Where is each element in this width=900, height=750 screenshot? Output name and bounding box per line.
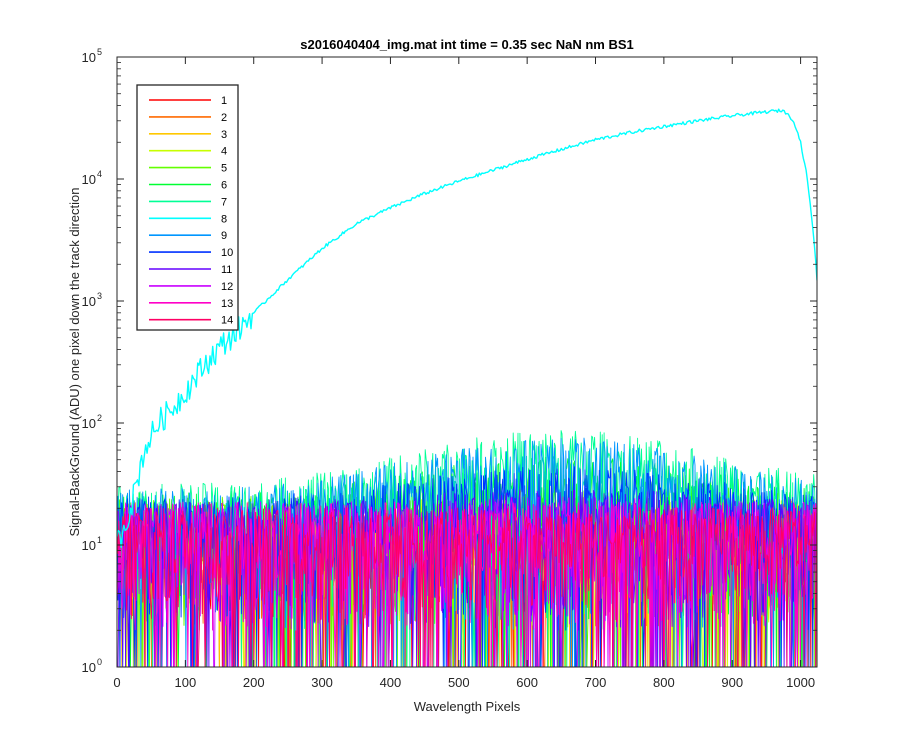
x-tick-label: 1000	[786, 675, 815, 690]
x-tick-label: 500	[448, 675, 470, 690]
legend-label-13: 13	[221, 298, 233, 310]
y-tick-exponent: 1	[97, 535, 102, 545]
y-tick-label: 10	[82, 660, 96, 675]
x-tick-label: 0	[113, 675, 120, 690]
y-tick-label: 10	[82, 50, 96, 65]
x-tick-label: 400	[380, 675, 402, 690]
x-tick-label: 800	[653, 675, 675, 690]
series-14-line	[117, 507, 817, 667]
legend-box	[136, 84, 239, 331]
series-layer	[117, 108, 817, 667]
y-tick-label: 10	[82, 172, 96, 187]
x-tick-label: 900	[721, 675, 743, 690]
y-tick-label: 10	[82, 416, 96, 431]
y-tick-label: 10	[82, 538, 96, 553]
legend-label-10: 10	[221, 247, 233, 259]
legend-label-3: 3	[221, 129, 227, 141]
chart-title: s2016040404_img.mat int time = 0.35 sec …	[300, 37, 634, 52]
series-12-line	[117, 496, 817, 667]
legend-label-6: 6	[221, 180, 227, 192]
x-tick-label: 300	[311, 675, 333, 690]
y-tick-exponent: 0	[97, 657, 102, 667]
y-tick-exponent: 3	[97, 291, 102, 301]
x-axis-title: Wavelength Pixels	[414, 699, 521, 714]
legend-label-7: 7	[221, 196, 227, 208]
x-tick-label: 600	[516, 675, 538, 690]
legend-label-2: 2	[221, 112, 227, 124]
legend-label-4: 4	[221, 146, 227, 158]
legend-label-5: 5	[221, 163, 227, 175]
plot-frame	[116, 56, 818, 668]
x-tick-label: 100	[175, 675, 197, 690]
legend-label-11: 11	[221, 264, 232, 276]
x-tick-label: 700	[585, 675, 607, 690]
legend-label-1: 1	[221, 95, 227, 107]
y-axis-title: Signal-BackGround (ADU) one pixel down t…	[67, 187, 82, 536]
y-tick-exponent: 4	[97, 169, 102, 179]
legend-label-14: 14	[221, 315, 233, 327]
y-tick-label: 10	[82, 294, 96, 309]
series-10-line	[117, 466, 817, 667]
y-tick-exponent: 5	[97, 47, 102, 57]
legend-label-8: 8	[221, 213, 227, 225]
legend-label-12: 12	[221, 281, 233, 293]
y-tick-exponent: 2	[97, 413, 102, 423]
legend-label-9: 9	[221, 230, 227, 242]
x-tick-label: 200	[243, 675, 265, 690]
